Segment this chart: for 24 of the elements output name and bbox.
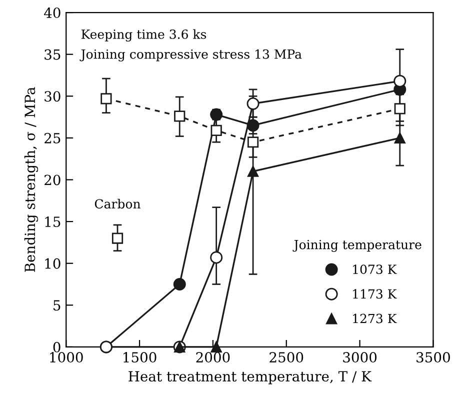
x-tick-label: 3500 xyxy=(416,352,450,363)
legend-title: Joining temperature xyxy=(292,240,422,252)
y-tick-label: 0 xyxy=(53,342,60,352)
legend-label: 1073 K xyxy=(353,264,397,274)
y-tick-label: 15 xyxy=(45,216,60,228)
x-tick-label: 3000 xyxy=(343,352,377,363)
annotation: Keeping time 3.6 ks xyxy=(81,29,206,42)
y-axis-title: Bending strength, σ / MPa xyxy=(24,87,38,272)
x-axis-title: Heat treatment temperature, T / K xyxy=(128,371,372,384)
x-tick-label: 2000 xyxy=(196,352,230,363)
y-tick-label: 10 xyxy=(45,258,60,269)
y-tick-label: 35 xyxy=(44,49,60,60)
y-tick-label: 20 xyxy=(44,174,60,186)
x-tick-label: 1000 xyxy=(50,352,83,363)
legend-label: 1273 K xyxy=(353,314,397,324)
x-tick-label: 2500 xyxy=(270,352,304,363)
x-tick-label: 1500 xyxy=(124,352,156,363)
legend-label: 1173 K xyxy=(353,289,397,299)
y-tick-label: 40 xyxy=(44,8,60,18)
y-tick-label: 5 xyxy=(54,300,60,311)
y-tick-label: 25 xyxy=(44,132,60,144)
text: Carbon xyxy=(94,198,140,209)
y-tick-label: 30 xyxy=(44,91,60,102)
annotation: Joining compressive stress 13 MPa xyxy=(80,49,302,62)
